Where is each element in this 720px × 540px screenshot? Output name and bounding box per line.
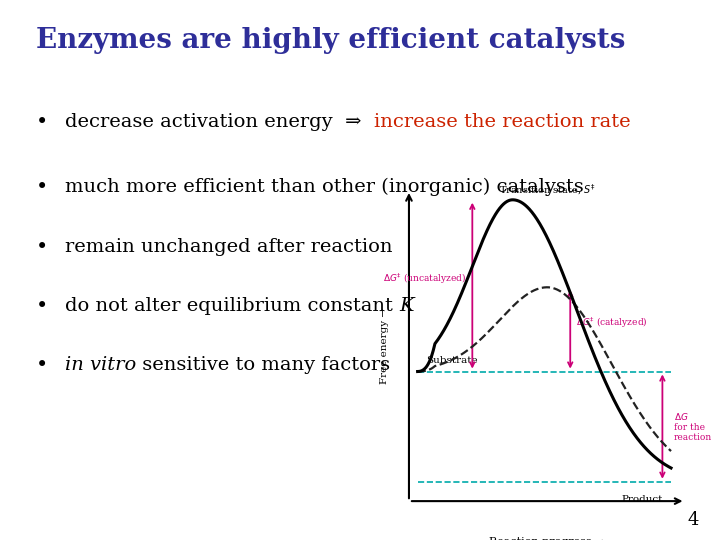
Text: Reaction progress →: Reaction progress → <box>490 537 605 540</box>
Text: decrease activation energy  ⇒: decrease activation energy ⇒ <box>65 113 374 131</box>
Text: increase the reaction rate: increase the reaction rate <box>374 113 631 131</box>
Text: •: • <box>36 297 48 316</box>
Text: 4: 4 <box>687 511 698 529</box>
Text: Free energy →: Free energy → <box>380 308 389 383</box>
Text: remain unchanged after reaction: remain unchanged after reaction <box>65 238 392 255</box>
Text: much more efficient than other (inorganic) catalysts: much more efficient than other (inorgani… <box>65 178 583 197</box>
Text: in vitro: in vitro <box>65 356 136 374</box>
Text: $\Delta G^{\ddagger}$ (catalyzed): $\Delta G^{\ddagger}$ (catalyzed) <box>576 316 647 330</box>
Text: •: • <box>36 356 48 375</box>
Text: Transition state, $S^{\ddagger}$: Transition state, $S^{\ddagger}$ <box>499 182 595 197</box>
Text: Product: Product <box>621 495 662 504</box>
Text: Enzymes are highly efficient catalysts: Enzymes are highly efficient catalysts <box>36 27 626 54</box>
Text: K: K <box>399 297 413 315</box>
Text: •: • <box>36 178 48 197</box>
Text: sensitive to many factors: sensitive to many factors <box>136 356 390 374</box>
Text: Substrate: Substrate <box>426 356 478 365</box>
Text: $\Delta G$
for the
reaction: $\Delta G$ for the reaction <box>674 411 712 442</box>
Text: $\Delta G^{\ddagger}$ (uncatalyzed): $\Delta G^{\ddagger}$ (uncatalyzed) <box>383 272 467 286</box>
Text: do not alter equilibrium constant: do not alter equilibrium constant <box>65 297 399 315</box>
Text: •: • <box>36 238 48 256</box>
Text: •: • <box>36 113 48 132</box>
